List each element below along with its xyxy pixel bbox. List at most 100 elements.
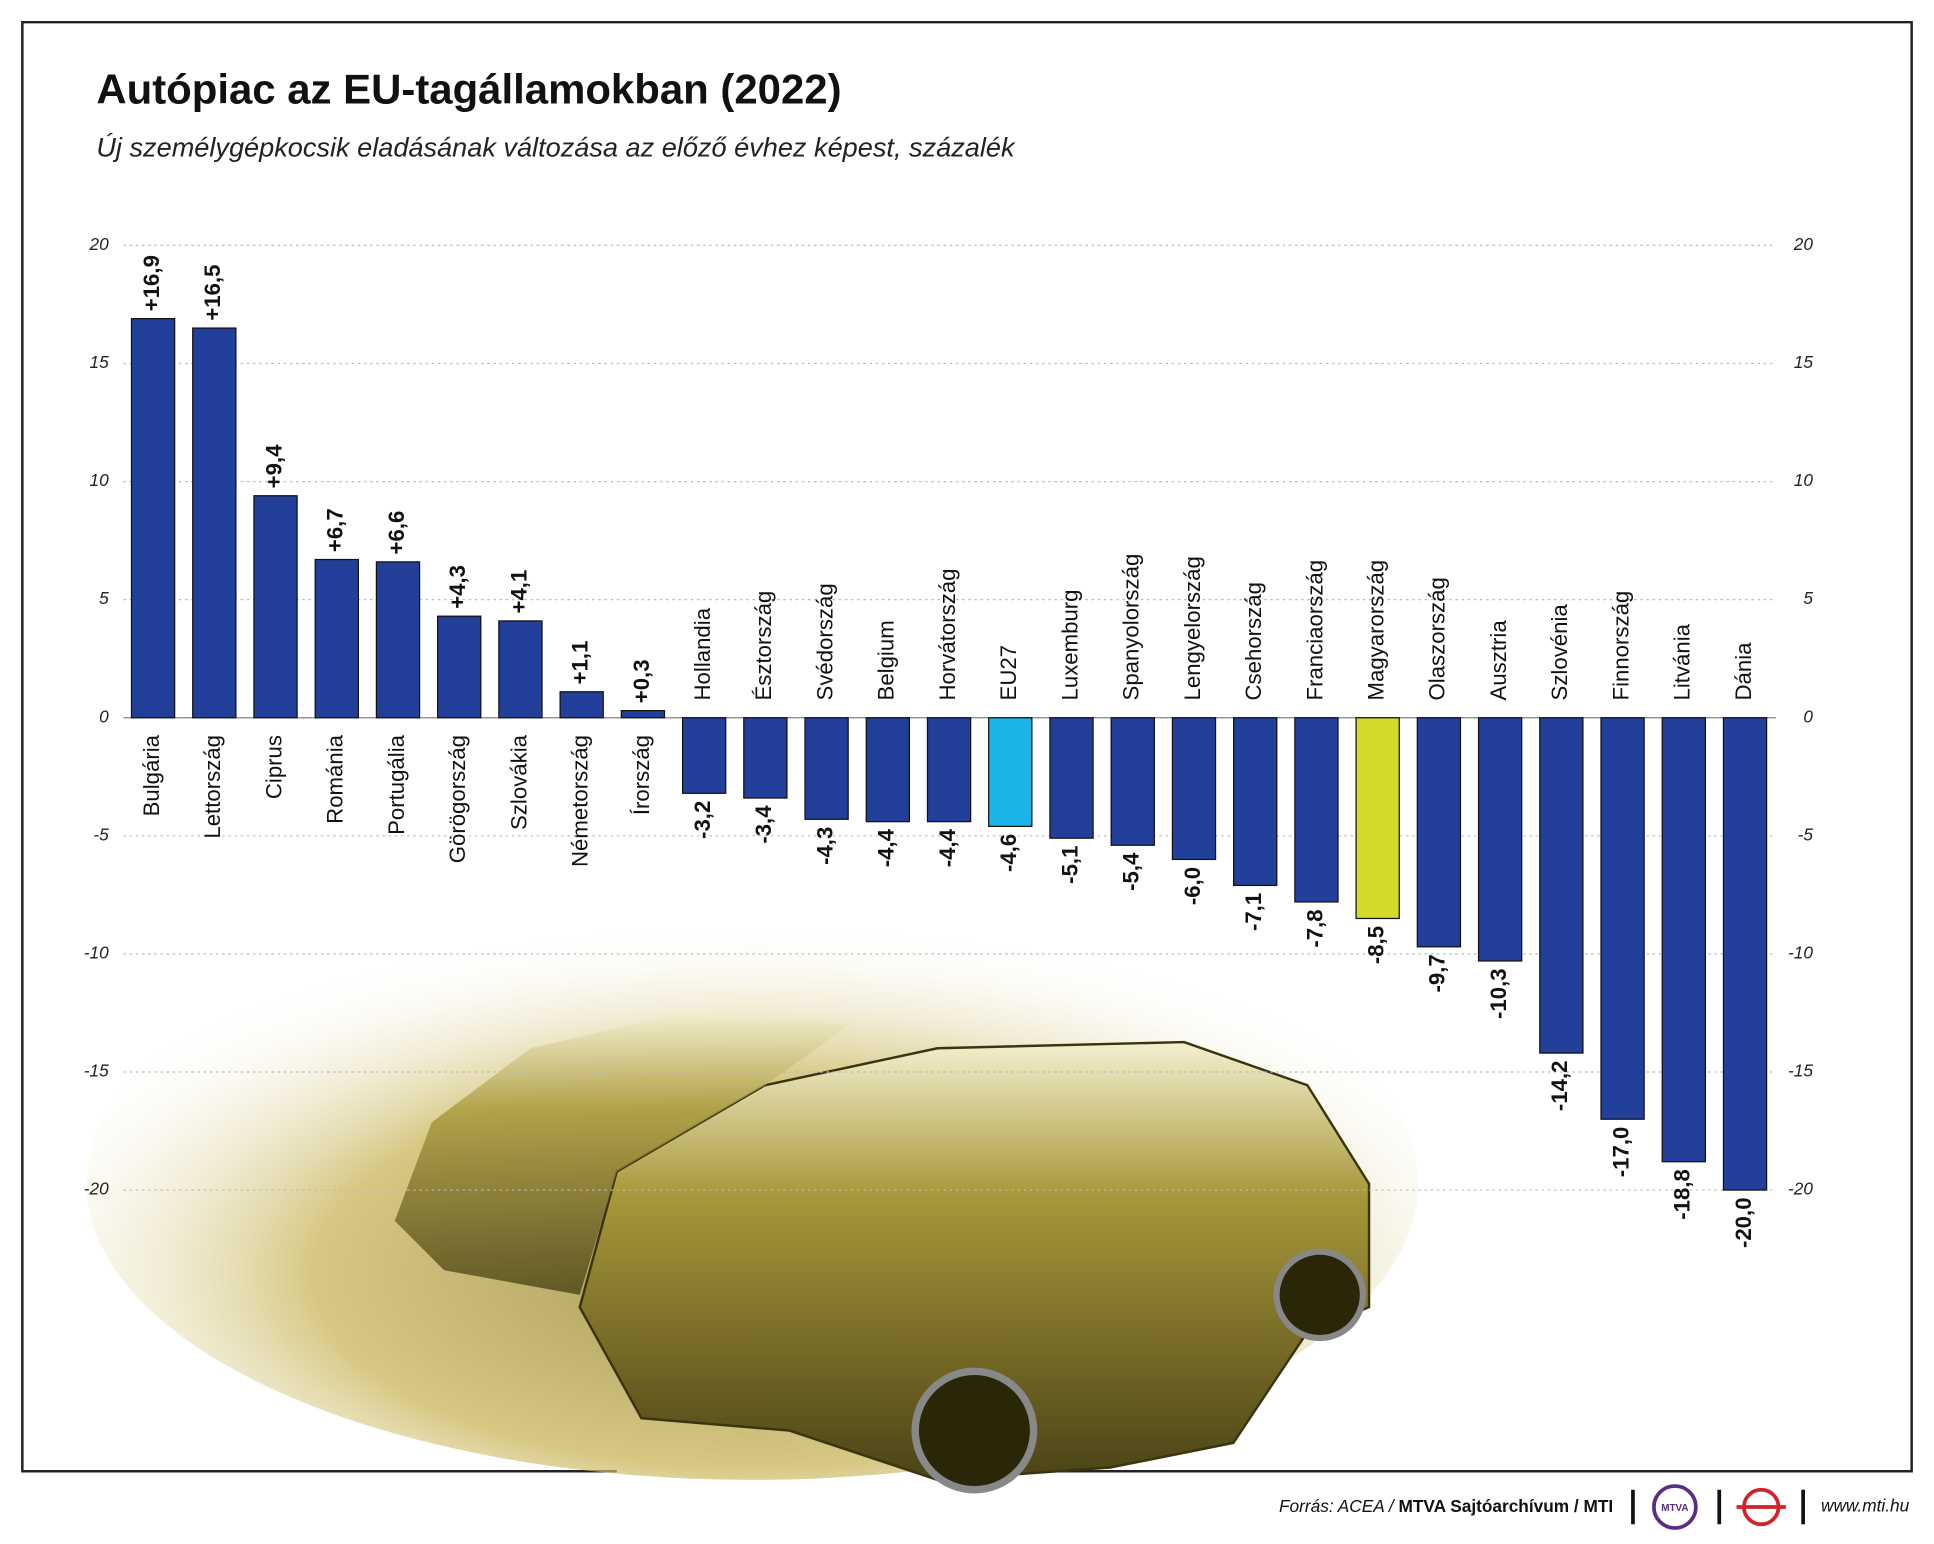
- x-tick-label: Észtország: [751, 591, 776, 701]
- y-tick-label: 20: [88, 234, 109, 254]
- x-tick-label: Horvátország: [935, 569, 960, 701]
- y-tick-label: 10: [89, 470, 109, 490]
- bar: [1110, 717, 1155, 846]
- x-tick-label: Csehország: [1241, 582, 1266, 700]
- value-label: -10,3: [1486, 968, 1511, 1019]
- value-label: -6,0: [1180, 867, 1205, 905]
- bar: [681, 717, 727, 794]
- value-label: -4,4: [935, 828, 960, 867]
- value-label: -14,2: [1547, 1060, 1572, 1111]
- y2-tick-label: -5: [1798, 824, 1814, 844]
- y-tick-label: 15: [89, 352, 109, 372]
- website: www.mti.hu: [1821, 1496, 1910, 1516]
- bar: [498, 620, 543, 719]
- value-label: -8,5: [1364, 926, 1389, 964]
- x-tick-label: Finnország: [1608, 591, 1633, 701]
- y-tick-label: -15: [84, 1061, 109, 1081]
- x-tick-label: Lettország: [200, 735, 225, 839]
- value-label: -4,4: [874, 828, 899, 867]
- x-tick-label: Spanyolország: [1119, 554, 1144, 701]
- bar: [1355, 717, 1400, 920]
- x-tick-label: Ausztria: [1486, 620, 1511, 701]
- x-tick-label: Ciprus: [261, 735, 286, 799]
- value-label: -17,0: [1608, 1127, 1633, 1178]
- value-label: +1,1: [568, 641, 593, 685]
- y2-tick-label: -20: [1788, 1179, 1813, 1199]
- logo-text: MTVA: [1661, 1503, 1688, 1514]
- value-label: -18,8: [1670, 1169, 1695, 1220]
- bar: [1661, 717, 1707, 1163]
- y2-tick-label: 15: [1794, 352, 1814, 372]
- x-tick-label: Dánia: [1731, 642, 1756, 701]
- x-tick-label: Szlovénia: [1547, 604, 1572, 701]
- x-tick-label: Olaszország: [1425, 577, 1450, 700]
- bar: [620, 710, 666, 719]
- bar: [192, 327, 237, 719]
- x-tick-label: Bulgária: [139, 734, 164, 816]
- bar: [926, 717, 972, 823]
- bar: [988, 717, 1033, 827]
- source-prefix: Forrás: ACEA /: [1279, 1496, 1399, 1516]
- bar: [130, 318, 176, 719]
- value-label: +9,4: [261, 444, 286, 488]
- x-tick-label: Szlovákia: [506, 734, 531, 830]
- frame: [21, 20, 1913, 1473]
- car-photo: [86, 887, 1419, 1494]
- x-tick-label: Románia: [323, 734, 348, 823]
- x-tick-label: Luxemburg: [1057, 589, 1082, 700]
- value-label: +6,7: [323, 508, 348, 552]
- bar: [1722, 717, 1768, 1191]
- value-label: -5,4: [1119, 852, 1144, 891]
- y2-tick-label: 5: [1803, 588, 1813, 608]
- value-label: -4,3: [812, 827, 837, 865]
- value-label: +0,3: [629, 659, 654, 703]
- value-label: -9,7: [1425, 954, 1450, 992]
- value-label: -7,8: [1302, 909, 1327, 947]
- value-label: -4,6: [996, 834, 1021, 872]
- value-label: +16,5: [200, 265, 225, 321]
- chart-title: Autópiac az EU-tagállamokban (2022): [96, 66, 841, 113]
- value-label: -3,4: [751, 805, 776, 844]
- x-tick-label: Litvánia: [1670, 623, 1695, 700]
- bar: [865, 717, 911, 823]
- value-label: -3,2: [690, 801, 715, 839]
- value-label: +6,6: [384, 511, 409, 555]
- y-tick-label: -20: [84, 1179, 109, 1199]
- x-tick-label: EU27: [996, 645, 1021, 701]
- y2-tick-label: -10: [1788, 942, 1813, 962]
- bar: [743, 717, 788, 799]
- y2-tick-label: -15: [1788, 1061, 1813, 1081]
- value-label: -20,0: [1731, 1197, 1756, 1248]
- x-tick-label: Hollandia: [690, 607, 715, 700]
- bar: [1477, 717, 1523, 962]
- chart-subtitle: Új személygépkocsik eladásának változása…: [96, 131, 1016, 162]
- bar: [559, 691, 604, 719]
- y-tick-label: 5: [99, 588, 109, 608]
- source: Forrás: ACEA / MTVA Sajtóarchívum / MTI: [1279, 1496, 1613, 1516]
- y2-tick-label: 10: [1794, 470, 1814, 490]
- bar: [1600, 717, 1645, 1120]
- x-tick-label: Írország: [629, 735, 654, 815]
- x-tick-label: Görögország: [445, 735, 470, 863]
- value-label: +16,9: [139, 255, 164, 311]
- value-label: +4,1: [506, 570, 531, 614]
- x-tick-label: Svédország: [812, 583, 837, 700]
- bar: [437, 615, 482, 719]
- x-tick-label: Belgium: [874, 620, 899, 700]
- source-bold: MTVA Sajtóarchívum / MTI: [1399, 1496, 1614, 1516]
- bar: [253, 495, 298, 719]
- bar: [1171, 717, 1217, 861]
- bar: [1539, 717, 1584, 1054]
- y2-tick-label: 20: [1793, 234, 1814, 254]
- logo-mtva: [1652, 1484, 1698, 1530]
- bar: [804, 717, 849, 820]
- y-tick-label: -5: [93, 824, 109, 844]
- x-tick-label: Franciaország: [1302, 560, 1327, 701]
- x-tick-label: Németország: [568, 735, 593, 867]
- y-tick-label: 0: [99, 706, 109, 726]
- y-tick-label: -10: [84, 942, 109, 962]
- x-tick-label: Lengyelország: [1180, 556, 1205, 700]
- x-tick-label: Magyarország: [1364, 560, 1389, 701]
- y2-tick-label: 0: [1803, 706, 1813, 726]
